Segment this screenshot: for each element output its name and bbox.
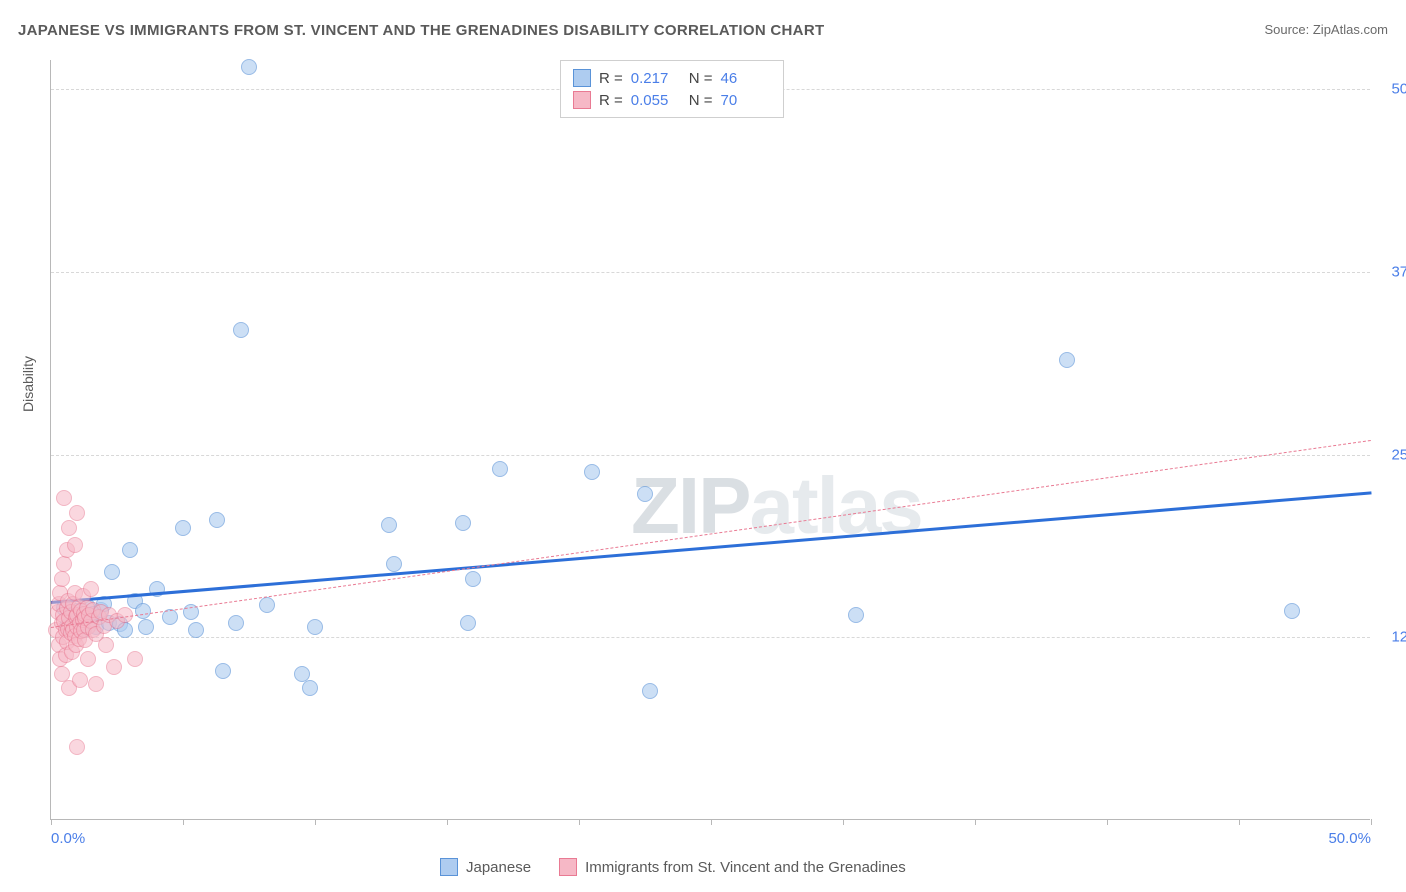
scatter-point-japanese: [584, 464, 600, 480]
scatter-point-japanese: [386, 556, 402, 572]
scatter-point-japanese: [122, 542, 138, 558]
legend-series-label: Immigrants from St. Vincent and the Gren…: [585, 859, 906, 876]
gridline: [51, 455, 1370, 456]
scatter-point-svg: [54, 571, 70, 587]
scatter-point-japanese: [228, 615, 244, 631]
x-tick-mark: [579, 819, 580, 825]
scatter-point-svg: [69, 505, 85, 521]
x-tick-mark: [711, 819, 712, 825]
scatter-point-svg: [67, 537, 83, 553]
trend-line-svg: [51, 440, 1371, 628]
scatter-point-svg: [61, 520, 77, 536]
legend-correlation-row: R = 0.055 N = 70: [573, 89, 771, 111]
y-tick-label: 37.5%: [1391, 263, 1406, 280]
scatter-point-japanese: [209, 512, 225, 528]
scatter-point-japanese: [848, 607, 864, 623]
x-tick-mark: [1239, 819, 1240, 825]
scatter-point-svg: [54, 666, 70, 682]
scatter-point-svg: [88, 676, 104, 692]
scatter-point-japanese: [135, 603, 151, 619]
scatter-point-japanese: [302, 680, 318, 696]
legend-n-label: N =: [689, 92, 713, 109]
scatter-point-japanese: [138, 619, 154, 635]
x-tick-label: 0.0%: [51, 830, 85, 847]
scatter-point-svg: [56, 556, 72, 572]
gridline: [51, 637, 1370, 638]
x-tick-mark: [447, 819, 448, 825]
legend-r-value: 0.217: [631, 70, 681, 87]
y-tick-label: 25.0%: [1391, 446, 1406, 463]
chart-source: Source: ZipAtlas.com: [1264, 22, 1388, 37]
trend-line-japanese: [51, 491, 1371, 604]
scatter-point-svg: [98, 637, 114, 653]
x-tick-label: 50.0%: [1328, 830, 1371, 847]
scatter-point-japanese: [637, 486, 653, 502]
scatter-point-japanese: [1284, 603, 1300, 619]
x-tick-mark: [315, 819, 316, 825]
scatter-point-japanese: [233, 322, 249, 338]
scatter-point-svg: [80, 651, 96, 667]
scatter-point-svg: [83, 581, 99, 597]
scatter-point-svg: [56, 490, 72, 506]
scatter-point-svg: [106, 659, 122, 675]
plot-area: ZIPatlas 12.5%25.0%37.5%50.0%0.0%50.0%: [50, 60, 1370, 820]
legend-series: Japanese Immigrants from St. Vincent and…: [440, 858, 906, 876]
scatter-point-japanese: [241, 59, 257, 75]
scatter-point-japanese: [104, 564, 120, 580]
legend-n-value: 46: [721, 70, 771, 87]
scatter-point-japanese: [215, 663, 231, 679]
scatter-point-japanese: [465, 571, 481, 587]
x-tick-mark: [183, 819, 184, 825]
legend-r-label: R =: [599, 70, 623, 87]
legend-swatch-series-1: [573, 69, 591, 87]
legend-swatch-series-2: [559, 858, 577, 876]
legend-swatch-series-1: [440, 858, 458, 876]
chart-container: JAPANESE VS IMMIGRANTS FROM ST. VINCENT …: [0, 0, 1406, 892]
scatter-point-svg: [69, 739, 85, 755]
scatter-point-japanese: [381, 517, 397, 533]
y-axis-label: Disability: [20, 356, 36, 412]
scatter-point-japanese: [1059, 352, 1075, 368]
x-tick-mark: [975, 819, 976, 825]
legend-correlation-row: R = 0.217 N = 46: [573, 67, 771, 89]
legend-series-item: Immigrants from St. Vincent and the Gren…: [559, 858, 906, 876]
scatter-point-japanese: [259, 597, 275, 613]
scatter-point-svg: [72, 672, 88, 688]
scatter-point-japanese: [455, 515, 471, 531]
legend-n-value: 70: [721, 92, 771, 109]
legend-r-value: 0.055: [631, 92, 681, 109]
x-tick-mark: [51, 819, 52, 825]
scatter-point-japanese: [307, 619, 323, 635]
scatter-point-japanese: [642, 683, 658, 699]
legend-r-label: R =: [599, 92, 623, 109]
x-tick-mark: [843, 819, 844, 825]
legend-swatch-series-2: [573, 91, 591, 109]
legend-series-item: Japanese: [440, 858, 531, 876]
scatter-point-japanese: [460, 615, 476, 631]
y-tick-label: 12.5%: [1391, 629, 1406, 646]
scatter-point-japanese: [175, 520, 191, 536]
x-tick-mark: [1371, 819, 1372, 825]
legend-n-label: N =: [689, 70, 713, 87]
chart-title: JAPANESE VS IMMIGRANTS FROM ST. VINCENT …: [18, 22, 824, 39]
y-tick-label: 50.0%: [1391, 81, 1406, 98]
x-tick-mark: [1107, 819, 1108, 825]
legend-series-label: Japanese: [466, 859, 531, 876]
gridline: [51, 272, 1370, 273]
scatter-point-japanese: [294, 666, 310, 682]
legend-correlation: R = 0.217 N = 46 R = 0.055 N = 70: [560, 60, 784, 118]
scatter-point-japanese: [492, 461, 508, 477]
scatter-point-japanese: [188, 622, 204, 638]
scatter-point-svg: [127, 651, 143, 667]
